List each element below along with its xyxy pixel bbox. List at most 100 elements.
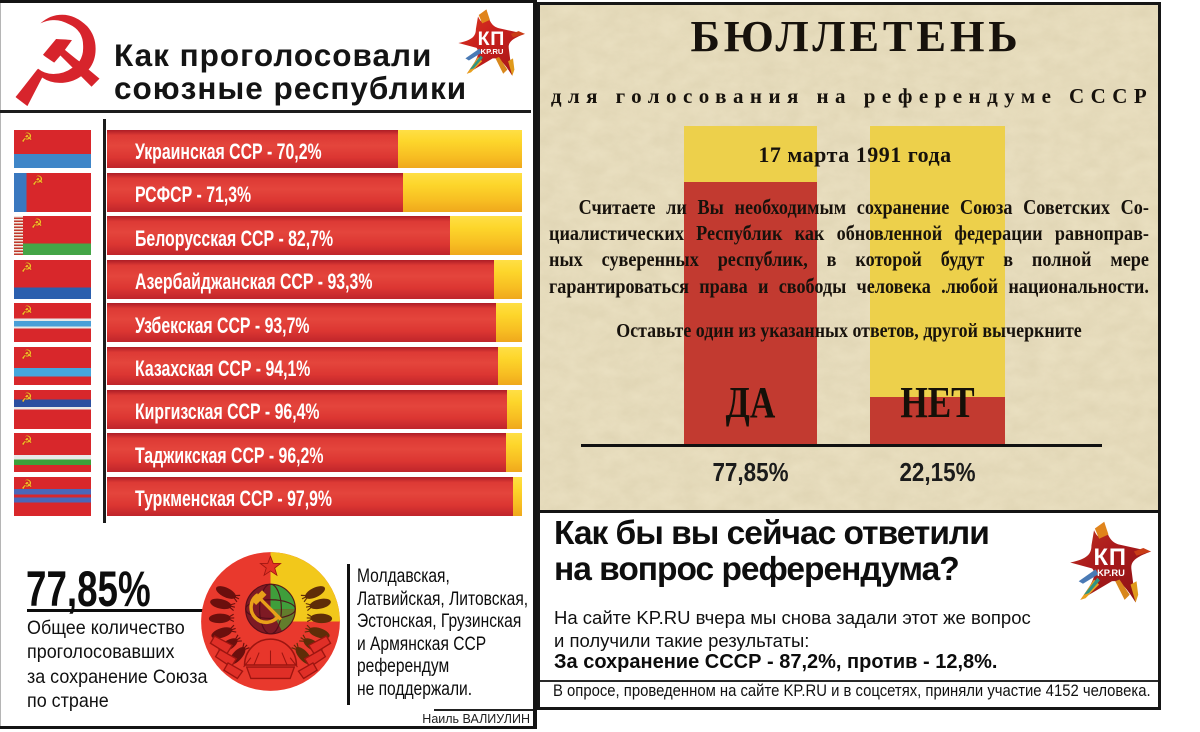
- flag-rsfsr: ☭: [14, 173, 91, 212]
- flag-hammer-sickle-icon: ☭: [21, 304, 33, 320]
- chart-row-uzbek: ☭ Узбекская ССР - 93,7%: [0, 303, 537, 342]
- bar-azerbaijan: Азербайджанская ССР - 93,3%: [107, 259, 522, 299]
- not-supported-line: и Армянская ССР: [357, 633, 487, 655]
- ballot-section: БЮЛЛЕТЕНЬ для голосования на референдуме…: [540, 5, 1158, 510]
- flag-hammer-sickle-icon: ☭: [21, 347, 33, 363]
- right-panel-ballot: БЮЛЛЕТЕНЬ для голосования на референдуме…: [537, 2, 1161, 710]
- left-panel-republics-chart: ☭ Как проголосовали союзные республики К…: [0, 0, 537, 729]
- credit-divider: [434, 709, 533, 711]
- total-caption-line: за сохранение Союза: [27, 665, 208, 688]
- ballot-title: БЮЛЛЕТЕНЬ: [690, 11, 1022, 61]
- flag-kirghiz: ☭: [14, 390, 91, 429]
- ussr-coat-of-arms-icon: [198, 549, 343, 694]
- bar-fill-kirghiz: [107, 390, 508, 429]
- kp-logo-icon: КП KP.RU: [1068, 520, 1154, 605]
- not-supported-line: Молдавская,: [357, 566, 450, 587]
- bar-fill-tajik: [107, 433, 507, 473]
- title-line-1: Как проголосовали: [114, 37, 433, 73]
- total-caption-line: по стране: [27, 689, 109, 712]
- kp-logo-icon: КП KP.RU: [456, 8, 528, 78]
- poll-body-text: На сайте KP.RU вчера мы снова задали это…: [554, 607, 1031, 652]
- bar-fill-rsfsr: [107, 173, 403, 212]
- ballot-question-line: Считаете ли Вы необходимым сохранение Со…: [578, 195, 1149, 219]
- bar-byelorussia: Белорусская ССР - 82,7%: [107, 216, 522, 256]
- answer-no-label: НЕТ: [900, 378, 975, 427]
- parchment-texture: [540, 5, 1158, 510]
- flag-tajik: ☭: [14, 433, 91, 473]
- flag-hammer-sickle-icon: ☭: [21, 260, 33, 276]
- flag-turkmen: ☭: [14, 476, 91, 516]
- no-percentage-label: 22,15%: [899, 459, 976, 487]
- flag-hammer-sickle-icon: ☭: [21, 477, 33, 493]
- bar-fill-kazakh: [107, 346, 498, 386]
- bar-kazakh: Казахская ССР - 94,1%: [107, 346, 522, 386]
- bar-label-ukraine: Украинская ССР - 70,2%: [135, 138, 322, 164]
- ballot-question-line: циалистических Республик как обновленной…: [549, 221, 1149, 246]
- not-supported-line: референдум: [357, 656, 450, 678]
- bar-uzbek: Узбекская ССР - 93,7%: [107, 303, 522, 342]
- bar-no-yellow: [870, 126, 1005, 444]
- bar-label-kazakh: Казахская ССР - 94,1%: [135, 355, 311, 381]
- yes-percentage-label: 77,85%: [712, 459, 789, 487]
- chart-row-kazakh: ☭ Казахская ССР - 94,1%: [0, 346, 537, 386]
- svg-text:KP.RU: KP.RU: [481, 47, 504, 56]
- bar-label-byelorussia: Белорусская ССР - 82,7%: [135, 225, 334, 251]
- bar-kirghiz: Киргизская ССР - 96,4%: [107, 390, 522, 429]
- svg-text:КП: КП: [478, 28, 505, 50]
- svg-text:KP.RU: KP.RU: [1097, 568, 1125, 578]
- ballot-subtitle: для голосования на референдуме СССР: [550, 84, 1154, 108]
- flag-hammer-sickle-icon: ☭: [21, 130, 33, 146]
- bar-label-kirghiz: Киргизская ССР - 96,4%: [135, 399, 320, 425]
- hammer-and-sickle-icon: ☭: [6, 0, 110, 136]
- bar-ukraine: Украинская ССР - 70,2%: [107, 129, 522, 169]
- not-supported-line: не поддержали.: [357, 678, 473, 700]
- chart-row-kirghiz: ☭ Киргизская ССР - 96,4%: [0, 390, 537, 429]
- ballot-question-line: гарантироваться права и свободы человека…: [549, 273, 1149, 298]
- not-supported-line: Эстонская, Грузинская: [357, 611, 522, 633]
- poll-divider: [540, 680, 1158, 682]
- left-panel-title: Как проголосовали союзные республики: [114, 39, 467, 104]
- flag-byelorussia: ☭: [14, 216, 91, 256]
- chart-row-azerbaijan: ☭ Азербайджанская ССР - 93,3%: [0, 259, 537, 299]
- total-caption-line: Общее количество: [27, 617, 185, 639]
- flag-azerbaijan: ☭: [14, 259, 91, 299]
- chart-row-turkmen: ☭ Туркменская ССР - 97,9%: [0, 476, 537, 516]
- bar-label-turkmen: Туркменская ССР - 97,9%: [135, 486, 332, 512]
- poll-body-line-1: На сайте KP.RU вчера мы снова задали это…: [554, 607, 1031, 628]
- bar-fill-turkmen: [107, 476, 514, 516]
- title-line-2: союзные республики: [114, 69, 468, 106]
- flag-kazakh: ☭: [14, 346, 91, 386]
- author-credit: Наиль ВАЛИУЛИН: [422, 712, 530, 726]
- bar-yes-red: [684, 181, 817, 444]
- bar-rsfsr: РСФСР - 71,3%: [107, 173, 522, 212]
- chart-axis-line: [103, 119, 106, 523]
- not-supported-line: Латвийская, Литовская,: [357, 588, 529, 610]
- bar-fill-azerbaijan: [107, 259, 495, 299]
- ballot-date: 17 марта 1991 года: [758, 142, 952, 167]
- answer-yes-label: ДА: [725, 378, 776, 427]
- flag-hammer-sickle-icon: ☭: [32, 174, 44, 189]
- bar-label-tajik: Таджикская ССР - 96,2%: [135, 442, 324, 468]
- ballot-bar-no: [870, 126, 1005, 444]
- bar-no-red: [870, 396, 1005, 444]
- flag-hammer-sickle-icon: ☭: [21, 391, 33, 406]
- not-supported-note: Молдавская, Латвийская, Литовская, Эстонск…: [357, 566, 528, 702]
- flag-ukraine: ☭: [14, 129, 91, 169]
- total-caption-line: проголосовавших: [27, 641, 175, 664]
- poll-headline: Как бы вы сейчас ответили на вопрос рефе…: [554, 516, 990, 588]
- poll-section: Как бы вы сейчас ответили на вопрос рефе…: [540, 513, 1158, 707]
- section-separator: [540, 510, 1158, 513]
- ballot-instruction: Оставьте один из указанных ответов, друг…: [616, 320, 1082, 342]
- ballot-question-line: ных суверенных республик, в которой буду…: [549, 247, 1149, 272]
- bar-label-rsfsr: РСФСР - 71,3%: [135, 182, 252, 208]
- total-caption: Общее количество проголосовавших за сохран…: [27, 616, 207, 713]
- chart-row-rsfsr: ☭ РСФСР - 71,3%: [0, 173, 537, 212]
- vertical-divider: [347, 564, 350, 705]
- poll-footnote: В опросе, проведенном на сайте KP.RU и в…: [553, 682, 1151, 700]
- poll-headline-line-2: на вопрос референдума?: [554, 551, 960, 588]
- flag-hammer-sickle-icon: ☭: [31, 217, 43, 233]
- bar-fill-uzbek: [107, 303, 496, 342]
- bar-turkmen: Туркменская ССР - 97,9%: [107, 476, 522, 516]
- svg-text:КП: КП: [1093, 544, 1126, 571]
